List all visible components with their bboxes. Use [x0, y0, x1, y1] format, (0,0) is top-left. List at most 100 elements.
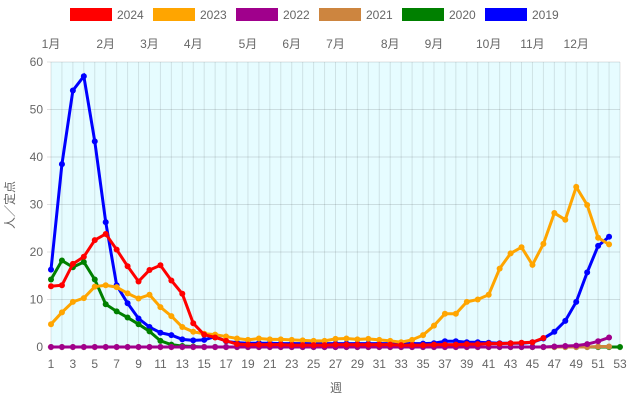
- x-tick-label: 37: [438, 357, 452, 371]
- data-point: [201, 336, 208, 343]
- month-label: 8月: [381, 37, 400, 51]
- data-point: [91, 138, 98, 145]
- data-point: [179, 324, 186, 331]
- data-point: [595, 234, 602, 241]
- data-point: [146, 291, 153, 298]
- data-point: [80, 73, 87, 80]
- data-point: [80, 258, 87, 265]
- data-point: [430, 341, 437, 348]
- x-tick-label: 15: [198, 357, 212, 371]
- legend-label: 2019: [532, 8, 559, 22]
- legend-label: 2024: [117, 8, 144, 22]
- month-label: 4月: [184, 37, 203, 51]
- data-point: [365, 341, 372, 348]
- data-point: [617, 344, 623, 350]
- data-point: [201, 331, 208, 338]
- data-point: [409, 342, 416, 349]
- data-point: [135, 344, 142, 350]
- data-point: [48, 321, 54, 328]
- data-point: [430, 322, 437, 329]
- data-point: [332, 341, 339, 348]
- month-label: 12月: [564, 37, 589, 51]
- month-label: 11月: [520, 37, 544, 51]
- data-point: [354, 341, 361, 348]
- data-point: [529, 339, 536, 346]
- data-point: [474, 296, 481, 303]
- data-point: [157, 337, 164, 344]
- data-point: [223, 333, 230, 340]
- data-point: [91, 344, 98, 350]
- data-point: [518, 339, 525, 346]
- data-point: [288, 336, 295, 343]
- y-tick-label: 50: [30, 103, 44, 117]
- x-tick-label: 49: [570, 357, 584, 371]
- data-point: [573, 342, 580, 349]
- data-point: [190, 344, 197, 350]
- data-point: [551, 343, 558, 350]
- month-label: 3月: [140, 37, 159, 51]
- data-point: [179, 336, 186, 343]
- x-tick-label: 45: [526, 357, 540, 371]
- series-line-2022: [51, 336, 610, 349]
- legend-item-2020[interactable]: 2020: [402, 8, 476, 22]
- legend-item-2024[interactable]: 2024: [70, 8, 144, 22]
- x-tick-label: 9: [135, 357, 142, 371]
- data-point: [365, 335, 372, 342]
- data-point: [266, 341, 273, 348]
- x-axis-label: 週: [330, 381, 342, 395]
- data-point: [244, 336, 251, 343]
- x-tick-label: 21: [263, 357, 277, 371]
- x-tick-label: 5: [91, 357, 98, 371]
- month-label: 6月: [282, 37, 301, 51]
- series-line-2024: [50, 231, 544, 347]
- series-2024: [48, 230, 547, 349]
- data-point: [146, 267, 153, 274]
- y-tick-label: 0: [36, 340, 43, 354]
- x-tick-label: 39: [460, 357, 474, 371]
- data-point: [135, 278, 142, 285]
- y-tick-label: 60: [30, 55, 44, 69]
- data-point: [376, 341, 383, 348]
- data-point: [113, 284, 120, 291]
- legend: 2024 2023 2022 2021 2020 2019: [70, 8, 559, 22]
- data-point: [58, 309, 65, 316]
- data-point: [551, 210, 558, 217]
- data-point: [518, 244, 525, 251]
- data-point: [223, 337, 230, 344]
- x-tick-label: 17: [219, 357, 233, 371]
- legend-label: 2022: [283, 8, 310, 22]
- data-point: [485, 291, 492, 298]
- data-point: [606, 233, 613, 240]
- legend-label: 2021: [366, 8, 393, 22]
- x-tick-label: 19: [241, 357, 255, 371]
- data-point: [606, 241, 613, 248]
- data-point: [146, 324, 153, 331]
- series-line-2023: [49, 183, 610, 344]
- data-point: [48, 276, 54, 283]
- data-point: [496, 265, 503, 272]
- data-point: [135, 315, 142, 322]
- data-point: [288, 342, 295, 349]
- legend-item-2023[interactable]: 2023: [153, 8, 227, 22]
- legend-swatch: [153, 8, 195, 21]
- x-tick-label: 13: [176, 357, 190, 371]
- grid: [47, 61, 621, 351]
- legend-item-2021[interactable]: 2021: [319, 8, 393, 22]
- legend-item-2019[interactable]: 2019: [485, 8, 559, 22]
- data-point: [48, 344, 54, 350]
- data-point: [398, 342, 405, 349]
- y-axis-label: 人／定点: [2, 181, 17, 229]
- data-point: [266, 336, 273, 343]
- data-point: [584, 201, 591, 208]
- data-point: [91, 283, 98, 290]
- y-tick-label: 10: [30, 293, 44, 307]
- data-point: [190, 337, 197, 344]
- data-point: [595, 338, 602, 345]
- x-tick-label: 29: [351, 357, 365, 371]
- legend-item-2022[interactable]: 2022: [236, 8, 310, 22]
- data-point: [441, 341, 448, 348]
- data-point: [321, 342, 328, 349]
- data-point: [573, 298, 580, 305]
- data-point: [441, 310, 448, 317]
- data-point: [529, 344, 536, 350]
